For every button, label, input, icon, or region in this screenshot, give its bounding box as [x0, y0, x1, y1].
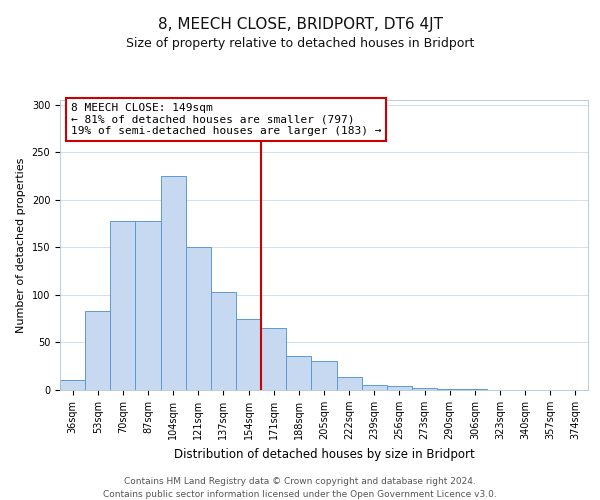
Text: Contains public sector information licensed under the Open Government Licence v3: Contains public sector information licen…	[103, 490, 497, 499]
Bar	[387, 386, 412, 390]
Bar	[85, 311, 110, 390]
Bar	[211, 292, 236, 390]
Bar	[236, 318, 261, 390]
Text: 8, MEECH CLOSE, BRIDPORT, DT6 4JT: 8, MEECH CLOSE, BRIDPORT, DT6 4JT	[157, 18, 443, 32]
Bar	[362, 385, 387, 390]
Bar	[412, 388, 437, 390]
Bar	[186, 248, 211, 390]
Bar	[60, 380, 85, 390]
Bar	[286, 356, 311, 390]
Bar	[337, 376, 362, 390]
Bar	[161, 176, 186, 390]
Bar	[311, 362, 337, 390]
Bar	[437, 389, 462, 390]
Text: 8 MEECH CLOSE: 149sqm
← 81% of detached houses are smaller (797)
19% of semi-det: 8 MEECH CLOSE: 149sqm ← 81% of detached …	[71, 103, 381, 136]
Text: Size of property relative to detached houses in Bridport: Size of property relative to detached ho…	[126, 38, 474, 51]
Y-axis label: Number of detached properties: Number of detached properties	[16, 158, 26, 332]
Text: Contains HM Land Registry data © Crown copyright and database right 2024.: Contains HM Land Registry data © Crown c…	[124, 478, 476, 486]
X-axis label: Distribution of detached houses by size in Bridport: Distribution of detached houses by size …	[173, 448, 475, 460]
Bar	[261, 328, 286, 390]
Bar	[462, 389, 487, 390]
Bar	[136, 221, 161, 390]
Bar	[110, 221, 136, 390]
